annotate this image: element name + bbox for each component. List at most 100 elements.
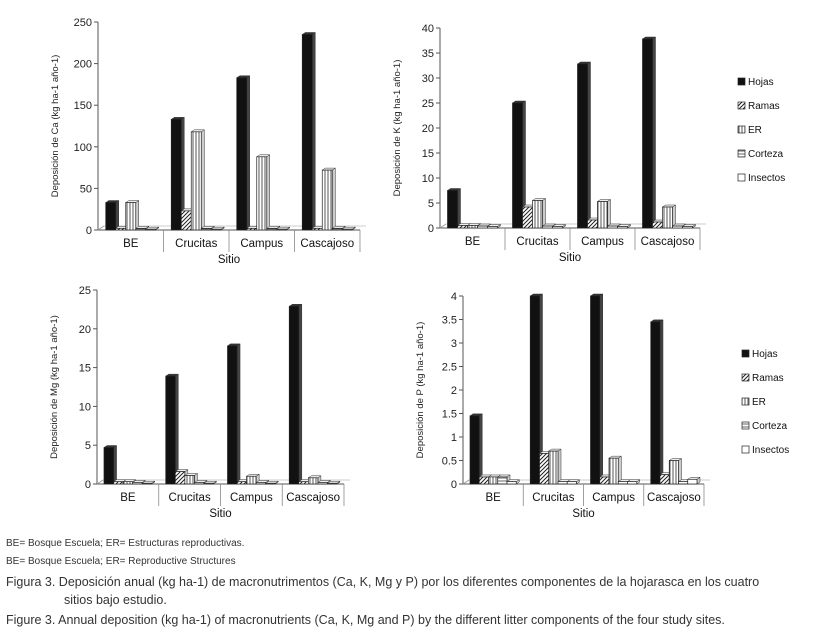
bar-ramas xyxy=(599,476,610,485)
bar-insectos xyxy=(687,478,698,485)
y-tick-label: 5 xyxy=(85,440,91,452)
legend-swatch-corteza xyxy=(741,421,750,430)
x-axis-label: Sitio xyxy=(218,254,240,266)
y-axis-label: Deposición de P (kg ha-1 año-1) xyxy=(415,322,426,459)
bar-ramas xyxy=(236,481,247,485)
category-label: Crucitas xyxy=(516,236,558,248)
caption-es-line2: sitios bajo estudio. xyxy=(64,593,167,607)
legend-label-ramas: Ramas xyxy=(752,373,784,384)
bar-corteza xyxy=(266,227,278,231)
y-tick-label: 2.5 xyxy=(442,362,457,374)
legend-label-corteza: Corteza xyxy=(748,149,783,160)
category-label: Crucitas xyxy=(175,238,217,250)
floor-edge xyxy=(97,225,105,231)
bar-insectos xyxy=(487,226,498,229)
legend-swatch-insectos xyxy=(741,445,750,454)
bar-hojas xyxy=(236,77,248,231)
bar-hojas xyxy=(650,321,661,485)
bar-hojas xyxy=(103,447,114,485)
bar-insectos xyxy=(203,482,214,485)
y-tick-label: 1.5 xyxy=(442,409,457,421)
bar-corteza xyxy=(678,481,689,485)
legend-swatch-hojas xyxy=(741,349,750,358)
y-tick-label: 15 xyxy=(79,363,91,375)
bar-hojas xyxy=(469,415,480,485)
y-tick-label: 0.5 xyxy=(442,456,457,468)
bar-er xyxy=(125,202,137,231)
floor-edge xyxy=(96,479,104,485)
bar-corteza xyxy=(617,481,628,485)
bar-er xyxy=(184,475,195,485)
bar-insectos xyxy=(627,481,638,485)
bar-corteza xyxy=(331,227,343,231)
bar-er xyxy=(246,475,257,485)
y-tick-label: 20 xyxy=(422,123,434,135)
chart-mg-deposition: 0 5 10 15 20 25 Deposición de Mg (kg ha-1 año-… xyxy=(49,285,350,520)
bar-er xyxy=(608,457,619,485)
bar-insectos xyxy=(566,481,577,485)
bar-corteza xyxy=(477,225,488,229)
bar-insectos xyxy=(506,481,517,485)
bar-hojas xyxy=(447,190,458,229)
bar-corteza xyxy=(200,227,212,231)
bar-side-hojas xyxy=(587,61,591,229)
category-label: Crucitas xyxy=(532,492,574,504)
bar-ramas xyxy=(539,453,550,485)
bar-corteza xyxy=(672,225,683,229)
category-label: Cascajoso xyxy=(641,236,695,248)
y-tick-label: 0 xyxy=(85,479,91,491)
bar-side-er xyxy=(201,129,205,231)
y-tick-label: 250 xyxy=(74,17,92,29)
bar-ramas xyxy=(246,227,258,231)
bar-insectos xyxy=(552,226,563,229)
category-label: Cascajoso xyxy=(286,492,340,504)
bar-hojas xyxy=(590,295,601,485)
bar-hojas xyxy=(288,305,300,485)
bar-corteza xyxy=(497,476,508,485)
bar-er xyxy=(662,206,673,229)
bar-insectos xyxy=(276,228,288,231)
bar-ramas xyxy=(478,476,489,485)
legend-label-insectos: Insectos xyxy=(748,173,785,184)
bar-insectos xyxy=(341,228,353,231)
bar-hojas xyxy=(529,295,540,485)
category-label: Campus xyxy=(240,238,283,250)
caption-es-line1: Figura 3. Deposición anual (kg ha-1) de … xyxy=(6,575,760,589)
bar-er xyxy=(668,460,679,485)
bar-corteza xyxy=(557,481,568,485)
y-tick-label: 20 xyxy=(79,324,91,336)
bar-side-hojas xyxy=(479,413,483,485)
bar-hojas xyxy=(227,345,238,485)
y-tick-label: 4 xyxy=(451,291,457,303)
bar-ramas xyxy=(587,219,598,229)
bar-ramas xyxy=(174,471,186,485)
bar-insectos xyxy=(145,228,157,231)
bar-side-hojas xyxy=(298,303,303,485)
bar-er xyxy=(488,476,499,485)
legend-swatch-ramas xyxy=(741,373,750,382)
bar-er xyxy=(122,481,133,485)
bar-corteza xyxy=(317,482,328,485)
bar-side-hojas xyxy=(236,343,241,485)
y-tick-label: 5 xyxy=(428,198,434,210)
category-label: BE xyxy=(123,238,139,250)
bar-side-hojas xyxy=(457,188,461,229)
bar-ramas xyxy=(522,206,533,229)
bar-insectos xyxy=(265,482,276,485)
bar-er xyxy=(467,225,478,229)
legend-swatch-ramas xyxy=(737,101,746,110)
bar-side-er xyxy=(135,200,139,231)
bar-side-hojas xyxy=(652,36,656,229)
category-label: Cascajoso xyxy=(647,492,701,504)
x-axis-label: Sitio xyxy=(209,508,231,520)
y-tick-label: 50 xyxy=(80,183,92,195)
legend-label-hojas: Hojas xyxy=(752,349,778,360)
bar-insectos xyxy=(327,482,338,485)
category-label: BE xyxy=(485,492,501,504)
y-tick-label: 40 xyxy=(422,23,434,35)
legend-label-er: ER xyxy=(748,125,762,136)
bar-ramas xyxy=(115,227,127,231)
y-tick-label: 10 xyxy=(422,173,434,185)
legend-swatch-insectos xyxy=(737,173,746,182)
